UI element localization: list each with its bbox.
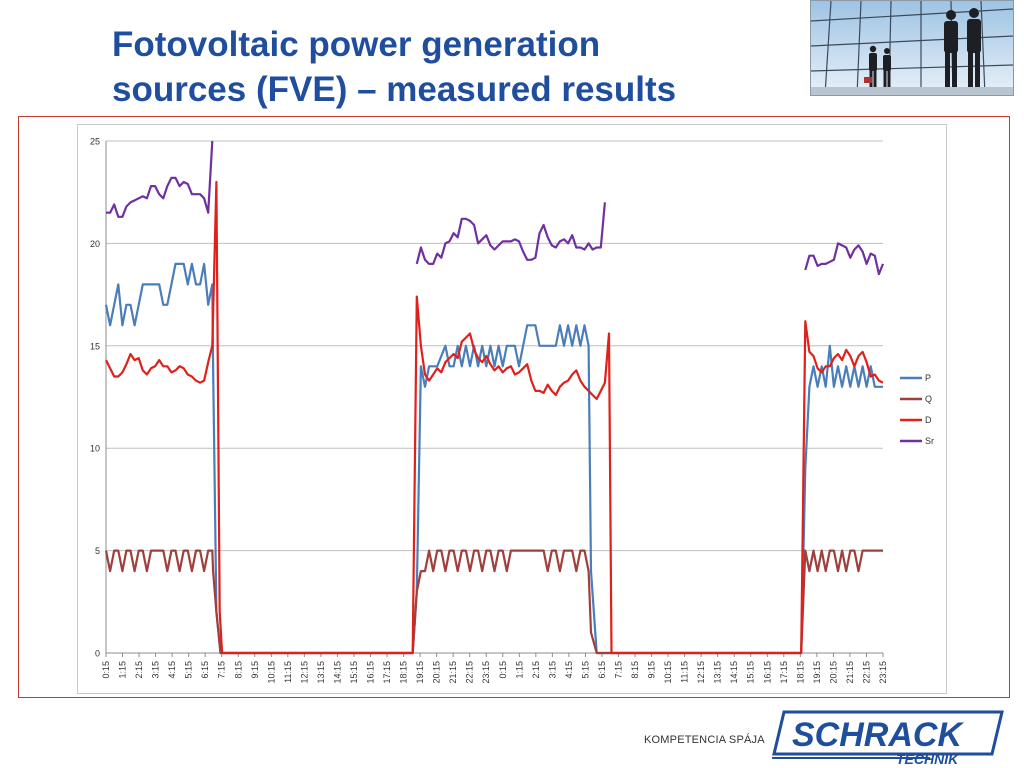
x-tick-label: 23:15 bbox=[878, 661, 888, 684]
legend-label-p: P bbox=[925, 373, 931, 383]
x-tick-label: 1:15 bbox=[118, 661, 128, 679]
x-tick-label: 8:15 bbox=[630, 661, 640, 679]
x-tick-label: 16:15 bbox=[366, 661, 376, 684]
x-tick-label: 13:15 bbox=[713, 661, 723, 684]
y-tick-label: 0 bbox=[95, 649, 100, 659]
series-line-sr bbox=[106, 140, 214, 218]
x-tick-label: 7:15 bbox=[217, 661, 227, 679]
x-tick-label: 9:15 bbox=[250, 661, 260, 679]
x-tick-label: 7:15 bbox=[613, 661, 623, 679]
legend-label-q: Q bbox=[925, 394, 932, 404]
y-tick-label: 20 bbox=[90, 239, 100, 249]
x-tick-label: 23:15 bbox=[481, 661, 491, 684]
x-tick-label: 0:15 bbox=[101, 661, 111, 679]
series-line-sr bbox=[415, 202, 606, 265]
x-tick-label: 4:15 bbox=[167, 661, 177, 679]
x-tick-label: 11:15 bbox=[283, 661, 293, 683]
chart-area: 0 5 10 15 20 25 0:15 1:15 2:15 3:15 4:15 5:15 6:15 7:… bbox=[77, 124, 947, 694]
x-tick-label: 18:15 bbox=[795, 661, 805, 684]
y-tick-label: 25 bbox=[90, 137, 100, 147]
x-tick-label: 10:15 bbox=[266, 661, 276, 684]
logo-text-technik: TECHNIK bbox=[896, 751, 959, 764]
x-tick-label: 8:15 bbox=[233, 661, 243, 679]
legend-label-d: D bbox=[925, 415, 932, 425]
x-tick-label: 5:15 bbox=[184, 661, 194, 679]
x-tick-label: 6:15 bbox=[200, 661, 210, 679]
x-tick-label: 15:15 bbox=[349, 661, 359, 684]
x-tick-label: 17:15 bbox=[779, 661, 789, 684]
x-tick-label: 21:15 bbox=[448, 661, 458, 684]
x-tick-label: 20:15 bbox=[432, 661, 442, 684]
x-tick-label: 14:15 bbox=[332, 661, 342, 684]
x-tick-label: 10:15 bbox=[663, 661, 673, 684]
business-people-photo bbox=[810, 0, 1014, 96]
x-tick-label: 6:15 bbox=[597, 661, 607, 679]
x-tick-label: 13:15 bbox=[316, 661, 326, 684]
legend-label-sr: Sr bbox=[925, 436, 934, 446]
x-tick-label: 0:15 bbox=[498, 661, 508, 679]
chart-frame bbox=[18, 116, 1010, 698]
x-tick-label: 2:15 bbox=[531, 661, 541, 679]
page-title: Fotovoltaic power generation sources (FV… bbox=[112, 22, 792, 112]
x-tick-label: 2:15 bbox=[134, 661, 144, 679]
y-tick-label: 15 bbox=[90, 341, 100, 351]
x-tick-label: 19:15 bbox=[415, 661, 425, 684]
series-line-p bbox=[104, 262, 883, 655]
series-line-sr bbox=[804, 242, 885, 276]
y-tick-label: 5 bbox=[95, 546, 100, 556]
x-tick-label: 14:15 bbox=[729, 661, 739, 684]
x-tick-label: 3:15 bbox=[151, 661, 161, 679]
line-chart: 0 5 10 15 20 25 0:15 1:15 2:15 3:15 4:15 5:15 6:15 7:… bbox=[90, 137, 934, 684]
x-tick-label: 4:15 bbox=[564, 661, 574, 679]
title-line-2: sources (FVE) – measured results bbox=[112, 70, 677, 109]
x-tick-label: 22:15 bbox=[465, 661, 475, 684]
schrack-technik-logo: SCHRACK TECHNIK bbox=[772, 710, 1004, 764]
x-tick-label: 17:15 bbox=[382, 661, 392, 684]
x-tick-label: 16:15 bbox=[762, 661, 772, 684]
series-line-d bbox=[105, 180, 884, 655]
x-tick-label: 1:15 bbox=[514, 661, 524, 679]
x-tick-label: 12:15 bbox=[696, 661, 706, 684]
y-tick-label: 10 bbox=[90, 444, 100, 454]
x-tick-label: 20:15 bbox=[828, 661, 838, 684]
x-tick-label: 18:15 bbox=[399, 661, 409, 684]
x-tick-label: 22:15 bbox=[861, 661, 871, 684]
x-tick-label: 3:15 bbox=[547, 661, 557, 679]
footer-tagline: KOMPETENCIA SPÁJA bbox=[644, 734, 765, 746]
x-tick-label: 19:15 bbox=[812, 661, 822, 684]
x-tick-label: 21:15 bbox=[845, 661, 855, 684]
x-tick-label: 15:15 bbox=[746, 661, 756, 684]
logo-text-schrack: SCHRACK bbox=[792, 716, 964, 754]
x-tick-label: 9:15 bbox=[647, 661, 657, 679]
x-tick-label: 12:15 bbox=[299, 661, 309, 684]
x-tick-label: 5:15 bbox=[580, 661, 590, 679]
title-line-1: Fotovoltaic power generation bbox=[112, 25, 601, 64]
x-tick-label: 11:15 bbox=[680, 661, 690, 683]
series-line-q bbox=[104, 549, 883, 655]
